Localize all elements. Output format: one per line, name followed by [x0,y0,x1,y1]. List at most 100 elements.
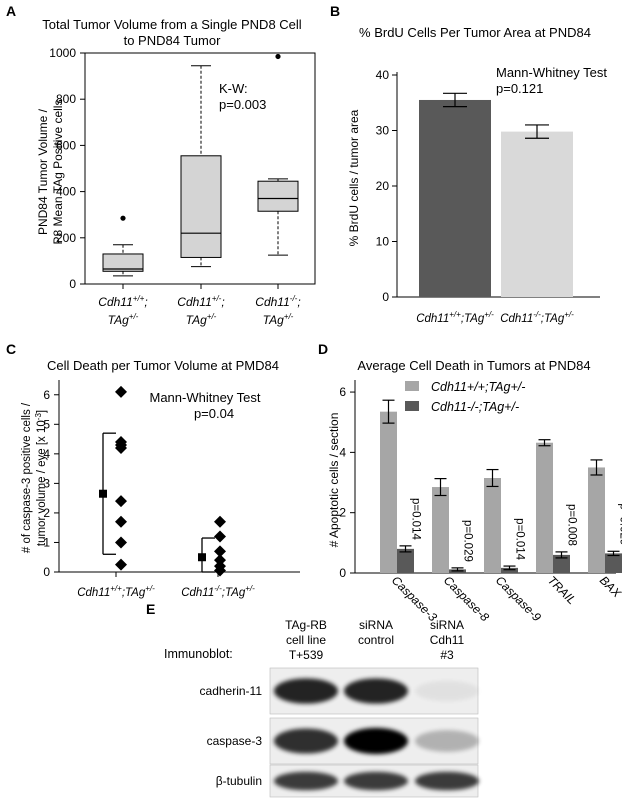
panel-a-group-label-base: TAg [263,313,284,327]
panel-b-bar-chart: % BrdU Cells Per Tumor Area at PND84 % B… [347,25,607,325]
blot-title: Immunoblot: [164,647,233,661]
panel-a-box [180,155,222,258]
panel-c-ytick-label: 5 [43,417,50,431]
blot-column-header: control [358,633,394,647]
panel-b-title: % BrdU Cells Per Tumor Area at PND84 [359,25,591,40]
blot-row-label: cadherin-11 [200,684,263,698]
panel-c-scatter-chart: Cell Death per Tumor Volume at PMD84 # o… [21,358,300,599]
panel-c-data-point [214,564,226,577]
panel-a-group-label-tail: ; [297,295,300,309]
panel-letter-e: E [146,601,155,617]
panel-a-group-label-sup: +/- [212,294,222,303]
panel-a-group-label-tail: ; [144,295,147,309]
panel-d-ytick-label: 2 [339,506,346,520]
panel-a-group-label: TAg+/- [186,312,217,327]
panel-b-category-label-mid: ;TAg [541,313,565,325]
panel-a-group-label-base: TAg [186,313,207,327]
panel-c-ylabel-line-1: # of caspase-3 positive cells / [21,402,33,553]
panel-d-legend-label: Cdh11-/-;TAg+/- [431,400,519,414]
blot-column-header: Cdh11 [430,633,465,647]
panel-b-category-label-sup: +/+ [449,310,461,319]
panel-letter-a: A [6,3,16,19]
panel-c-annotation-line-1: Mann-Whitney Test [149,390,260,405]
panel-a-group-label: TAg+/- [263,312,294,327]
blot-band [344,678,408,704]
panel-c-data-point [115,385,127,398]
panel-a-annotation-line-1: K-W: [219,81,248,96]
blot-band [274,728,338,754]
panel-c-annotation-line-2: p=0.04 [194,406,234,421]
panel-d-category-label: TRAIL [545,573,579,607]
panel-d-category-label: Caspase-8 [441,573,492,624]
panel-d-pvalue-label: p=0.008 [566,504,578,546]
panel-c-ytick-label: 4 [43,447,50,461]
panel-a-ytick-label: 800 [56,92,76,106]
blot-row-label: caspase-3 [207,734,263,748]
blot-band [415,771,479,791]
panel-b-bar [501,131,573,297]
panel-a-group-label-sup: -/- [290,294,298,303]
panel-b-category-label: Cdh11-/-;TAg+/- [500,310,574,325]
panel-d-bar [588,467,605,573]
panel-a-ytick-label: 0 [69,277,76,291]
panel-a-box [257,180,299,212]
blot-band [274,678,338,704]
blot-band [415,680,479,702]
blot-band [274,771,338,791]
panel-a-group-label-base: Cdh11 [255,295,289,309]
panel-a-ytick-label: 400 [56,185,76,199]
panel-d-category-label: Caspase-9 [493,573,544,624]
panel-c-data-point [115,441,127,454]
panel-d-ytick-label: 0 [339,566,346,580]
panel-b-ytick-label: 40 [376,68,390,82]
panel-c-ytick-label: 6 [43,388,50,402]
panel-a-group-label-sup: +/- [207,312,217,321]
blot-column-header: cell line [286,633,326,647]
panel-a-outlier-point [120,215,126,221]
panel-c-ytick-label: 0 [43,565,50,579]
panel-c-ytick-label: 2 [43,506,50,520]
panel-c-ytick-label: 3 [43,476,50,490]
panel-a-ytick-label: 200 [56,231,76,245]
panel-d-pvalue-label: p=0.029 [618,503,622,545]
panel-d-bar [484,478,501,573]
panel-d-pvalue-label: p=0.029 [462,520,474,562]
panel-d-bar [553,554,570,573]
panel-b-category-label: Cdh11+/+;TAg+/- [416,310,494,325]
panel-c-ytick-label: 1 [43,535,50,549]
panel-c-group-label-mid: ;TAg [122,587,146,599]
panel-d-bar [432,487,449,573]
panel-b-ytick-label: 0 [382,290,389,304]
panel-c-data-point [214,530,226,543]
panel-d-bar [380,411,397,573]
panel-b-category-label-mid: ;TAg [461,313,485,325]
panel-c-ylabel-main: tumor volume / eye [x 10 [36,420,48,546]
panel-a-group-label: TAg+/- [108,312,139,327]
panel-d-bar [605,553,622,573]
panel-c-group-label: Cdh11-/-;TAg+/- [181,584,255,599]
panel-c-group-label: Cdh11+/+;TAg+/- [77,584,155,599]
blot-row-label: β-tubulin [216,774,262,788]
panel-c-data-point [214,545,226,558]
panel-a-title-line-1: Total Tumor Volume from a Single PND8 Ce… [42,17,301,32]
panel-a-group-label-sup: +/+ [133,294,145,303]
panel-c-data-point [214,515,226,528]
blot-band [344,727,408,755]
panel-d-legend-swatch [405,401,419,411]
panel-c-mean-marker [99,489,107,498]
panel-b-category-label-base: Cdh11 [416,313,449,325]
panel-a-group-label-base: TAg [108,313,129,327]
panel-b-ytick-label: 20 [376,179,390,193]
panel-d-pvalue-label: p=0.014 [514,518,526,560]
panel-d-ytick-label: 6 [339,385,346,399]
panel-a-group-label: Cdh11+/-; [177,294,224,309]
panel-d-category-label: BAX [597,573,622,601]
panel-c-data-point [115,495,127,508]
panel-c-group-label-sup: +/+ [110,584,122,593]
panel-a-annotation-line-2: p=0.003 [219,97,266,112]
blot-band [415,730,479,752]
panel-d-legend-swatch [405,381,419,391]
panel-c-group-label-base: Cdh11 [181,587,214,599]
panel-c-ylabel-line-2: tumor volume / eye [x 10-3] [34,410,48,546]
panel-d-ylabel: # Apoptotic cells / section [327,413,341,548]
